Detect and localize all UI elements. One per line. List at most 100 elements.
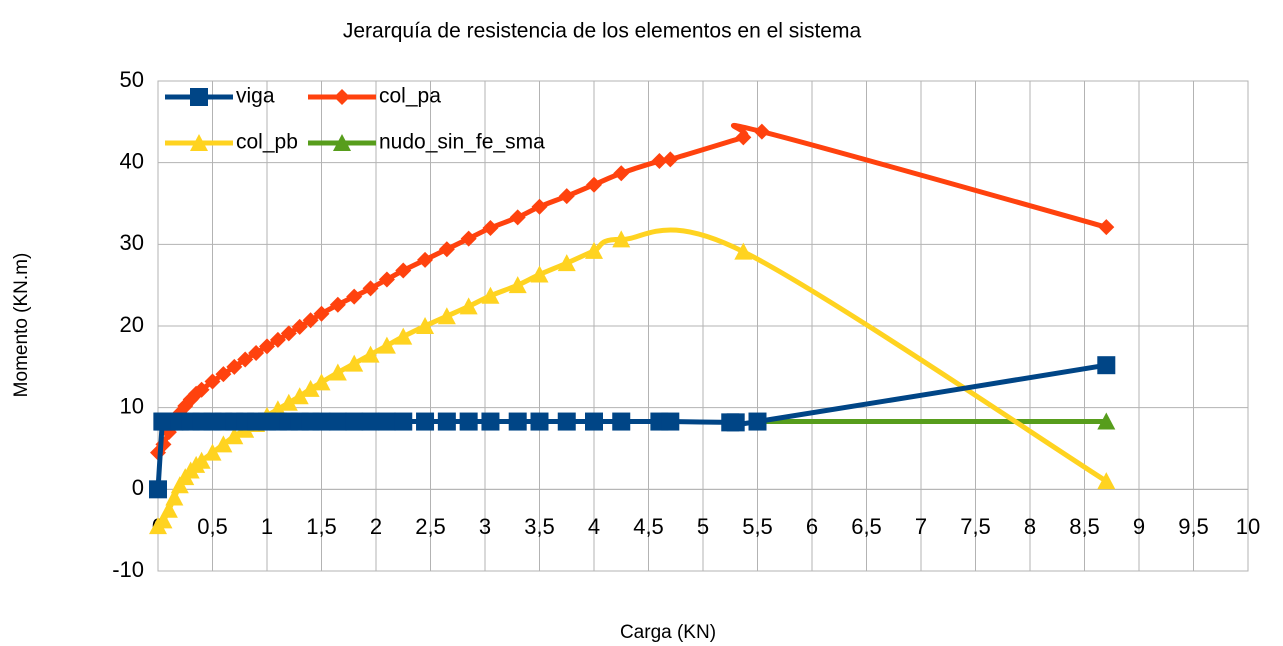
marker [301, 379, 320, 397]
marker [279, 393, 298, 411]
x-tick-label: 6 [806, 514, 818, 539]
marker [225, 427, 244, 445]
marker [748, 412, 767, 431]
marker [1098, 219, 1115, 236]
y-tick-label: 50 [120, 67, 144, 92]
marker [190, 88, 208, 106]
marker [377, 336, 396, 354]
marker [215, 366, 232, 383]
x-tick-label: 4,5 [633, 514, 664, 539]
marker [531, 198, 548, 215]
series-line [156, 227, 1108, 528]
marker [328, 412, 347, 431]
marker [214, 435, 233, 453]
x-tick-label: 1 [261, 514, 273, 539]
marker [509, 209, 526, 226]
marker [481, 412, 500, 431]
marker [193, 381, 210, 398]
marker [237, 351, 254, 368]
marker [149, 480, 167, 499]
x-tick-label: 7 [915, 514, 927, 539]
marker [753, 123, 770, 140]
marker [269, 331, 286, 348]
marker [333, 134, 351, 151]
marker [334, 89, 350, 105]
marker [585, 241, 603, 259]
marker [313, 305, 330, 322]
y-tick-label: 30 [120, 230, 144, 255]
x-tick-label: 1,5 [306, 514, 337, 539]
marker [346, 288, 363, 305]
marker [1097, 472, 1116, 490]
marker [612, 412, 631, 431]
marker [416, 317, 435, 334]
marker [1097, 412, 1116, 430]
marker [259, 338, 275, 355]
y-tick-label: 0 [132, 475, 144, 500]
marker [612, 230, 631, 248]
marker [438, 241, 455, 258]
marker [417, 251, 434, 268]
marker [190, 134, 208, 151]
marker [481, 286, 500, 304]
marker [394, 412, 413, 431]
marker [345, 412, 364, 431]
marker [662, 151, 679, 168]
chart-title: Jerarquía de resistencia de los elemento… [343, 20, 862, 43]
marker [557, 254, 576, 272]
x-tick-label: 3,5 [524, 514, 555, 539]
x-tick-label: 4 [588, 514, 600, 539]
marker [585, 412, 603, 431]
marker [226, 358, 243, 375]
legend: viga col_pa col_pb nudo_sin_fe_sma [165, 85, 545, 154]
marker [613, 165, 630, 182]
plot-frame [157, 80, 1249, 572]
marker [312, 412, 331, 431]
marker [734, 242, 753, 260]
x-tick-label: 8,5 [1069, 514, 1100, 539]
marker [377, 412, 396, 431]
x-tick-label: 6,5 [851, 514, 882, 539]
marker [165, 488, 184, 506]
marker [558, 188, 575, 205]
marker [328, 363, 347, 381]
marker [362, 280, 379, 297]
marker [482, 220, 499, 236]
marker [586, 176, 602, 193]
marker [204, 373, 221, 390]
x-tick-label: 9 [1133, 514, 1145, 539]
x-tick-label: 2 [370, 514, 382, 539]
marker [530, 265, 549, 283]
x-tick-label: 5,5 [742, 514, 773, 539]
marker [378, 271, 395, 288]
marker [361, 345, 380, 363]
y-tick-label: 20 [120, 312, 144, 337]
marker [395, 262, 412, 279]
marker [329, 296, 346, 313]
marker [437, 307, 456, 325]
legend-label: col_pb [236, 131, 298, 154]
marker [651, 153, 668, 170]
x-tick-label: 9,5 [1178, 514, 1209, 539]
marker [302, 312, 319, 329]
x-tick-label: 0,5 [197, 514, 228, 539]
marker [361, 412, 380, 431]
marker [248, 344, 265, 361]
marker [459, 412, 478, 431]
marker [508, 412, 527, 431]
y-tick-label: 10 [120, 393, 144, 418]
marker [192, 451, 211, 469]
y-axis-label: Momento (KN.m) [11, 253, 32, 398]
x-axis-label: Carga (KN) [620, 622, 716, 643]
legend-label: col_pa [379, 85, 441, 108]
marker [280, 325, 297, 342]
marker [1097, 356, 1116, 375]
marker [154, 511, 173, 529]
marker [735, 129, 752, 146]
marker [437, 412, 456, 431]
marker [508, 276, 527, 294]
marker [312, 373, 331, 391]
marker [459, 297, 478, 315]
marker [726, 413, 745, 432]
